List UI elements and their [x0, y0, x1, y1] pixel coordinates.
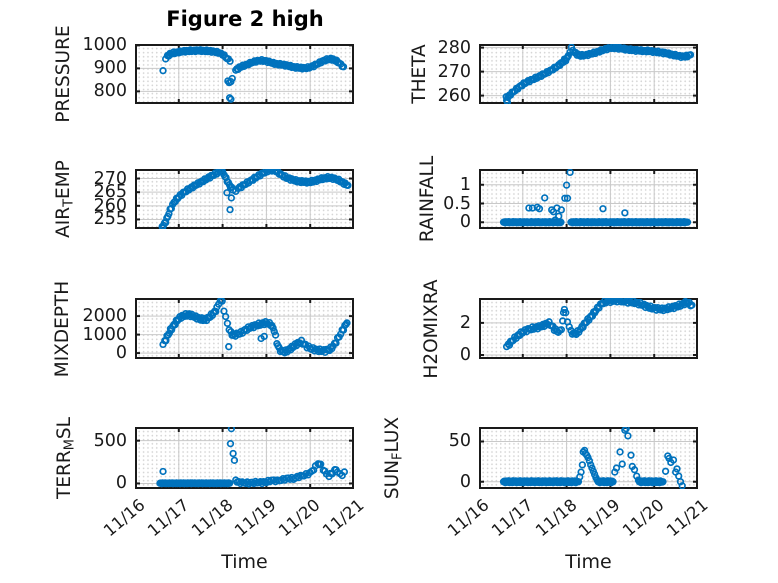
subplot-sun-flux — [479, 427, 698, 489]
ylabel-part: F — [390, 452, 406, 460]
subplot-theta — [479, 44, 698, 104]
ylabel-part: M — [62, 439, 78, 451]
ytick-label-h2omixra: 0 — [459, 344, 471, 365]
subplot-terr-msl — [135, 427, 354, 489]
series-rainfall — [499, 169, 692, 227]
series-theta — [502, 44, 695, 104]
ytick-label-air-temp: 270 — [93, 168, 127, 189]
subplot-pressure — [135, 44, 354, 104]
ytick-label-pressure: 900 — [93, 58, 127, 79]
subplot-rainfall — [479, 169, 698, 229]
subplot-mixdepth — [135, 298, 354, 359]
ylabel-part: SL — [54, 417, 75, 440]
ylabel-part: RAINFALL — [417, 155, 438, 243]
series-pressure — [159, 46, 348, 103]
figure-title: Figure 2 high — [166, 7, 324, 31]
xtick-label: 11/18 — [187, 495, 237, 541]
ylabel-part: LUX — [382, 416, 403, 453]
ytick-label-mixdepth: 0 — [115, 343, 127, 364]
ylabel-part: EMP — [53, 160, 74, 199]
ylabel-part: MIXDEPTH — [52, 280, 73, 377]
ytick-label-rainfall: 1 — [459, 174, 471, 195]
ylabel-part: H2OMIXRA — [421, 278, 442, 379]
ytick-label-theta: 270 — [437, 61, 471, 82]
ytick-label-terr-msl: 0 — [115, 473, 127, 494]
ytick-label-theta: 280 — [437, 37, 471, 58]
ytick-label-pressure: 1000 — [82, 35, 127, 56]
xtick-label: 11/19 — [575, 495, 624, 541]
xtick-label: 11/21 — [318, 495, 368, 541]
xtick-label: 11/20 — [275, 495, 324, 541]
series-terr-msl — [156, 427, 349, 488]
ytick-label-mixdepth: 2000 — [82, 306, 127, 327]
ylabel-sun-flux: SUNFLUX — [381, 373, 406, 543]
ylabel-part: PRESSURE — [53, 25, 74, 123]
xtick-label: 11/16 — [99, 495, 149, 541]
xtick-label: 11/21 — [662, 495, 712, 541]
ytick-label-sun-flux: 50 — [448, 431, 471, 452]
series-h2omixra — [502, 298, 696, 351]
ytick-label-rainfall: 0 — [459, 212, 471, 233]
xtick-label: 11/16 — [443, 495, 493, 541]
series-mixdepth — [159, 298, 351, 357]
xtick-label: 11/20 — [619, 495, 668, 541]
xtick-label: 11/19 — [231, 495, 280, 541]
ylabel-part: THETA — [409, 44, 430, 104]
ytick-label-h2omixra: 2 — [459, 312, 471, 333]
ytick-label-air-temp: 265 — [93, 182, 127, 203]
xtick-label: 11/17 — [487, 495, 537, 541]
ytick-label-rainfall: 0.5 — [443, 193, 471, 214]
xtick-label: 11/17 — [143, 495, 193, 541]
ylabel-part: TERR — [54, 450, 75, 499]
ytick-label-sun-flux: 0 — [459, 471, 471, 492]
xtick-label: 11/18 — [531, 495, 581, 541]
xlabel-time: Time — [221, 551, 268, 573]
ylabel-h2omixra: H2OMIXRA — [420, 244, 444, 414]
ylabel-terr-msl: TERRMSL — [53, 373, 78, 543]
ytick-label-air-temp: 260 — [93, 195, 127, 216]
ytick-label-pressure: 800 — [93, 81, 127, 102]
ylabel-part: AIR — [53, 206, 74, 238]
ylabel-part: T — [61, 198, 77, 207]
ytick-label-terr-msl: 500 — [93, 430, 127, 451]
xlabel-time: Time — [565, 551, 612, 573]
ylabel-part: SUN — [382, 459, 403, 500]
ytick-label-theta: 260 — [437, 85, 471, 106]
series-sun-flux — [499, 427, 686, 489]
series-air-temp — [158, 169, 352, 229]
ytick-label-air-temp: 255 — [93, 209, 127, 230]
subplot-air-temp — [135, 169, 354, 229]
subplot-h2omixra — [479, 298, 698, 359]
ytick-label-mixdepth: 1000 — [82, 324, 127, 345]
